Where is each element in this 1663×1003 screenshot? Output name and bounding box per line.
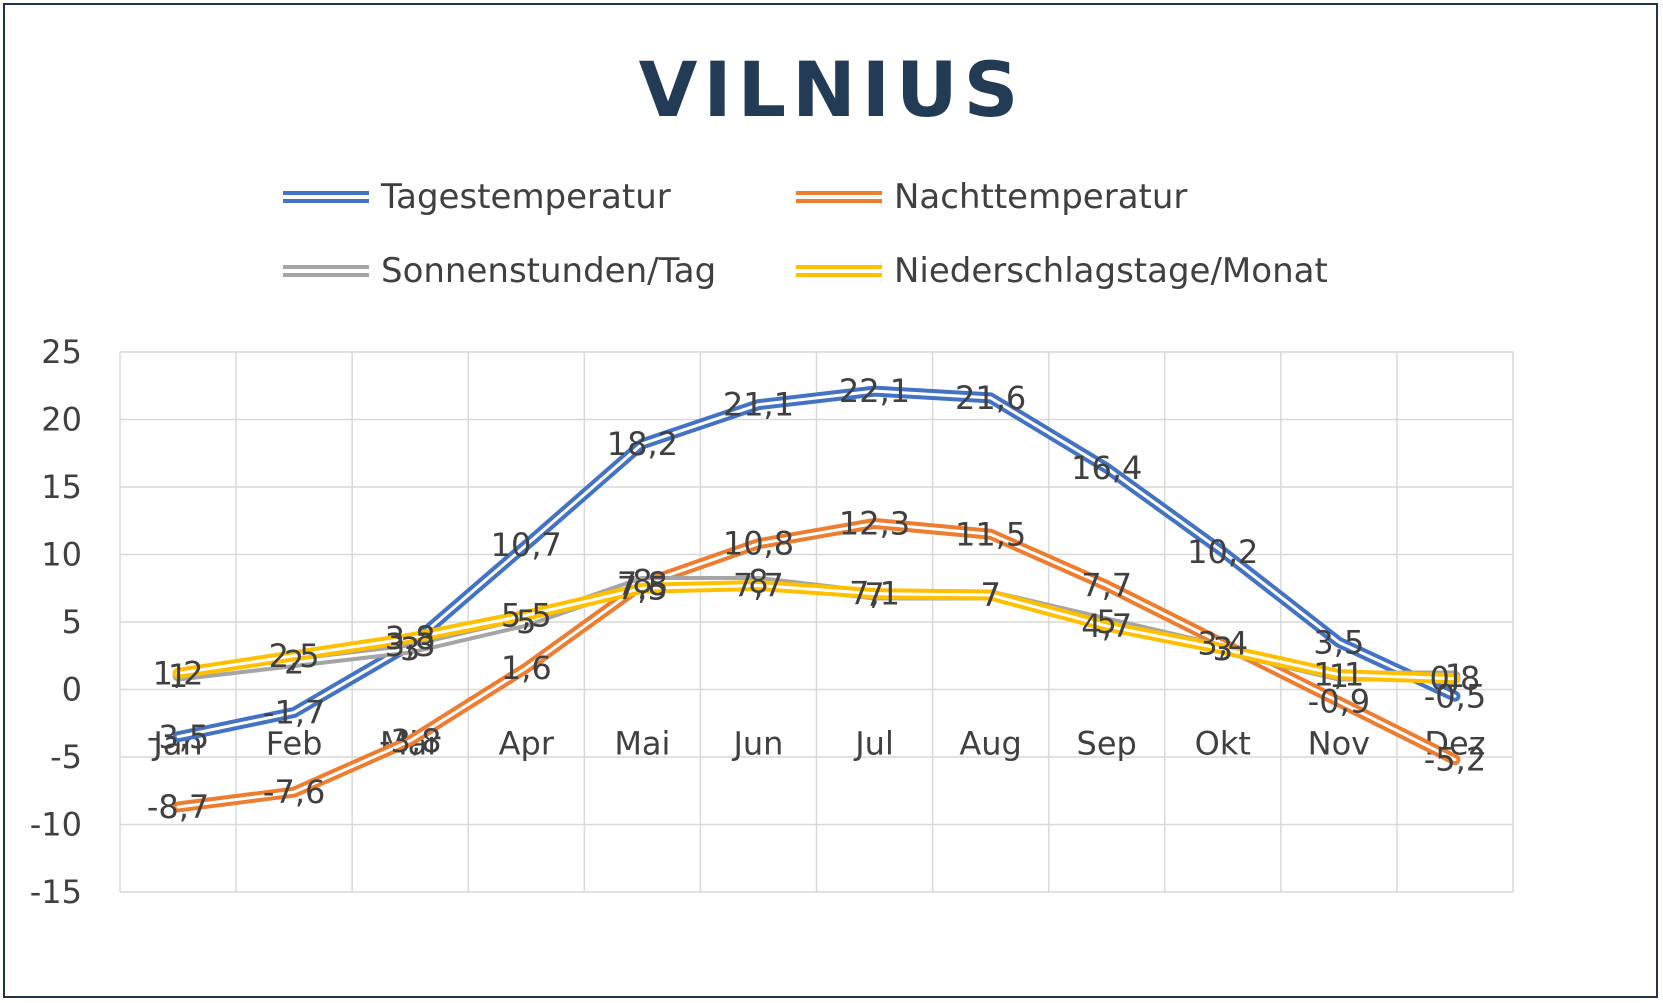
data-label: 3,5 bbox=[1313, 623, 1364, 661]
data-label: 7 bbox=[980, 576, 1000, 614]
data-label: 7 bbox=[980, 576, 1000, 614]
y-tick-label: 0 bbox=[62, 671, 82, 709]
data-label: 3,4 bbox=[1197, 625, 1248, 663]
data-label: 5,5 bbox=[501, 596, 552, 634]
legend-item-sonnenstunden: Sonnenstunden/Tag bbox=[283, 251, 716, 291]
y-tick-label: 10 bbox=[41, 536, 82, 574]
data-label: 2,5 bbox=[269, 637, 320, 675]
x-tick-label: Sep bbox=[1077, 725, 1137, 763]
data-label: 3 bbox=[1213, 630, 1233, 668]
data-label: 1,1 bbox=[1313, 656, 1364, 694]
data-label: 3,3 bbox=[385, 626, 436, 664]
legend-label: Tagestemperatur bbox=[381, 177, 671, 217]
data-label: -7,6 bbox=[263, 773, 325, 811]
x-tick-label: Nov bbox=[1308, 725, 1370, 763]
x-tick-label: Jul bbox=[853, 725, 894, 763]
data-label: 1,2 bbox=[153, 654, 204, 692]
data-label: -0,9 bbox=[1308, 683, 1370, 721]
y-tick-label: -5 bbox=[50, 738, 82, 776]
data-label: -1,7 bbox=[263, 693, 325, 731]
data-label: -3,5 bbox=[147, 718, 209, 756]
data-label: 3 bbox=[400, 630, 420, 668]
data-label: 5 bbox=[1097, 603, 1117, 641]
chart-title: VILNIUS bbox=[638, 45, 1025, 134]
data-label: 18,2 bbox=[607, 425, 678, 463]
data-label: -3,8 bbox=[379, 722, 441, 760]
data-label: 1,6 bbox=[501, 649, 552, 687]
data-label: 12,3 bbox=[839, 504, 910, 542]
legend-label: Nachttemperatur bbox=[894, 177, 1188, 217]
data-label: -0,5 bbox=[1424, 677, 1486, 715]
x-tick-label: Jun bbox=[731, 725, 783, 763]
data-label: 3 bbox=[1213, 630, 1233, 668]
y-tick-label: 20 bbox=[41, 401, 82, 439]
y-tick-label: 5 bbox=[62, 603, 82, 641]
data-label: 10,8 bbox=[723, 525, 794, 563]
x-tick-label: Okt bbox=[1195, 725, 1251, 763]
y-tick-label: -10 bbox=[30, 806, 82, 844]
data-label: 11,5 bbox=[955, 515, 1026, 553]
data-label: 4,7 bbox=[1081, 607, 1132, 645]
legend-swatch-sonnenstunden bbox=[283, 265, 369, 277]
data-label: 8 bbox=[748, 563, 768, 601]
y-tick-label: -15 bbox=[30, 873, 82, 911]
data-label: 5 bbox=[516, 603, 536, 641]
legend-label: Sonnenstunden/Tag bbox=[381, 251, 717, 291]
legend-item-nachttemperatur: Nachttemperatur bbox=[796, 177, 1187, 217]
data-label: 16,4 bbox=[1071, 449, 1142, 487]
x-tick-label: Mai bbox=[614, 725, 670, 763]
legend-swatch-niederschlagstage bbox=[796, 265, 882, 277]
y-tick-label: 15 bbox=[41, 468, 82, 506]
data-label: 3,8 bbox=[385, 619, 436, 657]
data-label: 22,1 bbox=[839, 372, 910, 410]
data-label: 7,7 bbox=[1081, 567, 1132, 605]
data-label: 7 bbox=[864, 576, 884, 614]
legend-label: Niederschlagstage/Monat bbox=[894, 251, 1328, 291]
data-label: 1 bbox=[1329, 657, 1349, 695]
chart-frame bbox=[3, 3, 1658, 998]
data-label: 8 bbox=[632, 563, 652, 601]
data-label: 7,1 bbox=[849, 575, 900, 613]
data-label: -8,7 bbox=[147, 788, 209, 826]
data-label: -5,2 bbox=[1424, 741, 1486, 779]
data-label: 10,2 bbox=[1187, 533, 1258, 571]
data-label: 10,7 bbox=[491, 526, 562, 564]
data-label: 1 bbox=[168, 657, 188, 695]
data-label: 7,7 bbox=[733, 567, 784, 605]
legend-swatch-nachttemperatur bbox=[796, 191, 882, 203]
data-label: 7,5 bbox=[617, 569, 668, 607]
data-label: 21,1 bbox=[723, 386, 794, 424]
data-label: 7,8 bbox=[617, 565, 668, 603]
y-tick-label: 25 bbox=[41, 333, 82, 371]
legend-swatch-tagestemperatur bbox=[283, 191, 369, 203]
data-label: 21,6 bbox=[955, 379, 1026, 417]
data-label: 0,8 bbox=[1430, 660, 1481, 698]
x-tick-label: Feb bbox=[266, 725, 323, 763]
x-tick-label: Aug bbox=[959, 725, 1021, 763]
data-label: 1 bbox=[1445, 657, 1465, 695]
data-label: 2 bbox=[284, 644, 304, 682]
series-line-inner-3 bbox=[176, 584, 1457, 681]
x-tick-label: Apr bbox=[499, 725, 555, 763]
legend-item-niederschlagstage: Niederschlagstage/Monat bbox=[796, 251, 1328, 291]
legend-item-tagestemperatur: Tagestemperatur bbox=[283, 177, 671, 217]
